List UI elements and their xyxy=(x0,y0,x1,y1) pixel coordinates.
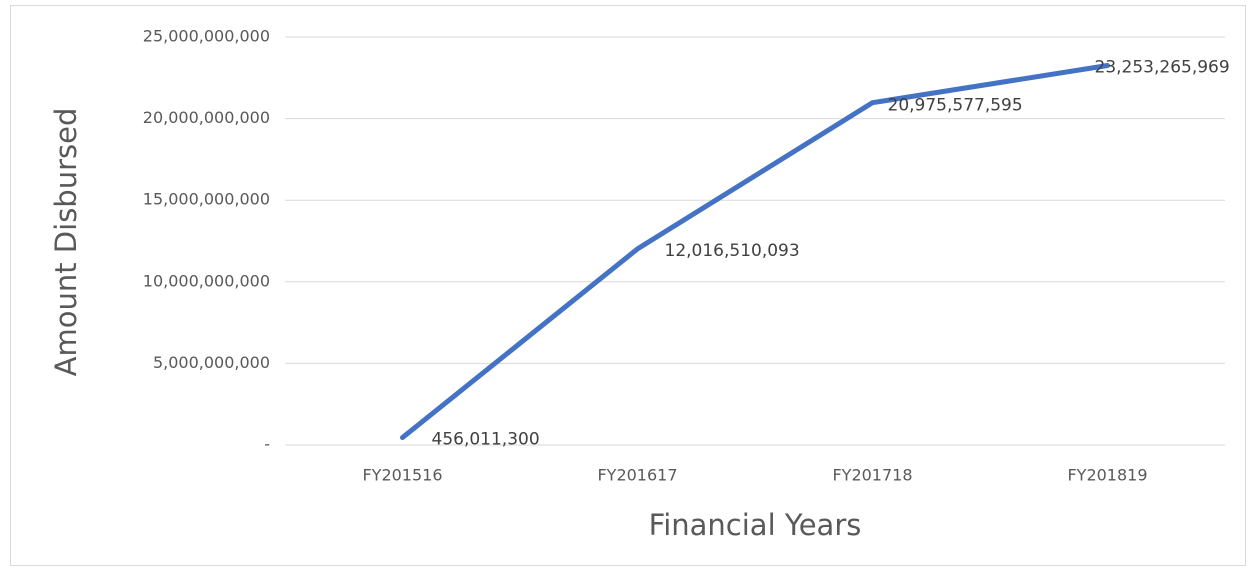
x-axis-title: Financial Years xyxy=(649,508,862,542)
x-tick-label: FY201718 xyxy=(832,466,912,485)
chart-border xyxy=(10,5,1246,566)
x-tick-label: FY201516 xyxy=(362,466,442,485)
y-tick-label: 20,000,000,000 xyxy=(143,108,270,127)
data-label: 12,016,510,093 xyxy=(665,241,800,261)
y-axis-title: Amount Disbursed xyxy=(49,108,83,377)
y-tick-label: 10,000,000,000 xyxy=(143,271,270,290)
x-tick-label: FY201819 xyxy=(1067,466,1147,485)
data-label: 456,011,300 xyxy=(432,430,540,450)
x-tick-label: FY201617 xyxy=(597,466,677,485)
y-tick-label: 5,000,000,000 xyxy=(153,353,270,372)
y-tick-label: 15,000,000,000 xyxy=(143,190,270,209)
data-label: 23,253,265,969 xyxy=(1095,58,1230,78)
data-label: 20,975,577,595 xyxy=(888,96,1023,116)
y-tick-label: 25,000,000,000 xyxy=(143,27,270,46)
data-line xyxy=(400,63,1110,441)
y-tick-label: - xyxy=(264,435,270,454)
